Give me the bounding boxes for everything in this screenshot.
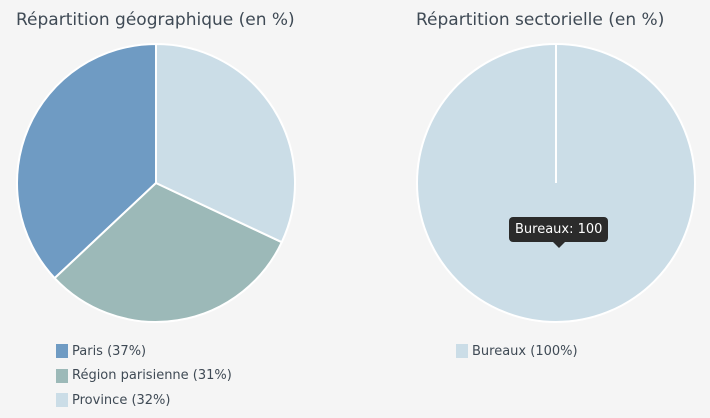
legend-label-province: Province (32%) [72, 392, 171, 408]
legend-sectoral: Bureaux (100%) [456, 339, 578, 364]
legend-swatch-bureaux [456, 344, 468, 359]
legend-item-region-parisienne[interactable]: Région parisienne (31%) [56, 364, 232, 389]
pie-slice-region-parisienne[interactable] [53, 182, 283, 323]
pie-slice-paris[interactable] [16, 43, 157, 280]
tooltip-bureaux: Bureaux: 100 [509, 217, 609, 248]
chart-title-geographic: Répartition géographique (en %) [16, 10, 295, 30]
legend-label-bureaux: Bureaux (100%) [472, 343, 578, 359]
legend-swatch-paris [56, 344, 68, 359]
legend-label-region-parisienne: Région parisienne (31%) [72, 368, 232, 384]
legend-item-bureaux[interactable]: Bureaux (100%) [456, 339, 578, 364]
chart-title-sectoral: Répartition sectorielle (en %) [416, 10, 665, 30]
legend-item-paris[interactable]: Paris (37%) [56, 339, 232, 364]
legend-swatch-region-parisienne [56, 368, 68, 383]
legend-item-province[interactable]: Province (32%) [56, 388, 232, 413]
legend-label-paris: Paris (37%) [72, 343, 147, 359]
pie-slice-province[interactable] [155, 43, 296, 244]
legend-geographic: Paris (37%) Région parisienne (31%) Prov… [56, 339, 232, 413]
legend-swatch-province [56, 393, 68, 408]
